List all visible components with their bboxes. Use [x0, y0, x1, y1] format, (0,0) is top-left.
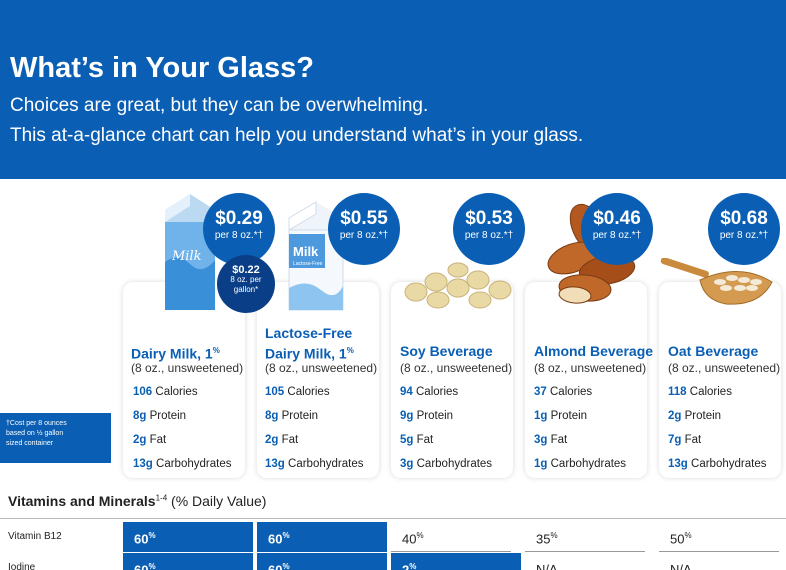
price-badge-dairy: $0.29 per 8 oz.*† — [203, 193, 275, 265]
vitamin-row-label: Iodine — [8, 562, 36, 570]
gallon-price-amount: $0.22 — [232, 264, 260, 276]
footnote-line-2: based on ½ gallon — [6, 430, 64, 437]
nutrient-protein: 8g Protein — [265, 410, 319, 422]
nutrient-calories: 37 Calories — [534, 386, 593, 398]
gallon-price-line1: 8 oz. per — [230, 275, 262, 284]
nutrient-calories: 94 Calories — [400, 386, 459, 398]
vitamin-row-label: Vitamin B12 — [8, 531, 62, 542]
price-amount: $0.68 — [720, 208, 768, 229]
product-name-almond: Almond Beverage — [534, 343, 654, 359]
oat-scoop-icon — [660, 258, 773, 305]
price-amount: $0.29 — [215, 208, 263, 229]
nutrient-carbs: 13g Carbohydrates — [133, 458, 232, 470]
nutrient-carbs: 13g Carbohydrates — [265, 458, 364, 470]
nutrient-fat: 3g Fat — [534, 434, 568, 446]
nutrient-protein: 9g Protein — [400, 410, 454, 422]
gallon-price-line2: gallon* — [233, 285, 259, 294]
vitamin-cell: 60% — [123, 522, 253, 552]
price-unit: per 8 oz.*† — [592, 230, 642, 241]
footnote-line-1: †Cost per 8 ounces — [6, 420, 67, 427]
vitamins-header: Vitamins and Minerals1-4 (% Daily Value) — [8, 493, 266, 509]
milk-carton-icon: Milk — [165, 194, 215, 310]
price-badge-gallon: $0.22 8 oz. per gallon* — [217, 255, 275, 313]
vitamin-cell: 60% — [123, 553, 253, 570]
vitamins-subtitle: (% Daily Value) — [171, 493, 267, 509]
price-unit: per 8 oz.*† — [719, 230, 769, 241]
nutrient-carbs: 1g Carbohydrates — [534, 458, 627, 470]
product-card-almond — [525, 282, 647, 478]
header-banner: What’s in Your Glass? Choices are great,… — [0, 0, 786, 179]
product-card-dairy — [123, 282, 245, 478]
nutrient-protein: 8g Protein — [133, 410, 187, 422]
cell-underline — [659, 551, 779, 552]
intro-line-2: This at-a-glance chart can help you unde… — [10, 125, 584, 146]
product-serving: (8 oz., unsweetened) — [534, 361, 647, 375]
carton-milk-text: Milk — [293, 244, 319, 259]
vitamin-cell: 35% — [536, 531, 558, 547]
price-badge-soy: $0.53 per 8 oz.*† — [453, 193, 525, 265]
product-serving: (8 oz., unsweetened) — [400, 361, 513, 375]
nutrient-fat: 2g Fat — [265, 434, 299, 446]
vitamins-title-sup: 1-4 — [155, 493, 168, 503]
footnote-line-3: sized container — [6, 440, 54, 447]
cost-footnote: †Cost per 8 ounces based on ½ gallon siz… — [0, 413, 111, 463]
product-name-dairy: Dairy Milk, 1% — [131, 345, 220, 362]
price-unit: per 8 oz.*† — [214, 230, 264, 241]
soybeans-icon — [404, 262, 512, 309]
vitamin-cell: 40% — [402, 531, 424, 547]
vitamin-cell: N/A — [670, 562, 692, 570]
nutrient-carbs: 13g Carbohydrates — [668, 458, 767, 470]
product-card-soy — [391, 282, 513, 478]
price-amount: $0.46 — [593, 208, 641, 229]
nutrient-calories: 106 Calories — [133, 386, 198, 398]
vitamins-title: Vitamins and Minerals — [8, 493, 156, 509]
intro-line-1: Choices are great, but they can be overw… — [10, 95, 429, 116]
price-badge-almond: $0.46 per 8 oz.*† — [581, 193, 653, 265]
vitamin-cell: 50% — [670, 531, 692, 547]
vitamin-cell: 60% — [257, 522, 387, 552]
product-name-lactose-free-line2: Dairy Milk, 1% — [265, 345, 354, 362]
section-divider — [0, 518, 786, 519]
product-card-oat — [659, 282, 781, 478]
product-name-oat: Oat Beverage — [668, 343, 759, 359]
lactose-free-carton-icon: Milk Lactose-Free — [288, 201, 344, 311]
nutrient-fat: 2g Fat — [133, 434, 167, 446]
product-serving: (8 oz., unsweetened) — [131, 361, 244, 375]
nutrient-fat: 7g Fat — [668, 434, 702, 446]
product-card-lactose-free — [257, 282, 379, 478]
product-name-lactose-free-line1: Lactose-Free — [265, 325, 353, 341]
price-unit: per 8 oz.*† — [339, 230, 389, 241]
product-name-soy: Soy Beverage — [400, 343, 493, 359]
price-badge-lactose-free: $0.55 per 8 oz.*† — [328, 193, 400, 265]
nutrient-carbs: 3g Carbohydrates — [400, 458, 493, 470]
page-title: What’s in Your Glass? — [10, 52, 315, 84]
price-amount: $0.55 — [340, 208, 388, 229]
nutrient-protein: 1g Protein — [534, 410, 588, 422]
nutrient-calories: 105 Calories — [265, 386, 330, 398]
nutrient-calories: 118 Calories — [668, 386, 732, 398]
product-serving: (8 oz., unsweetened) — [668, 361, 781, 375]
product-serving: (8 oz., unsweetened) — [265, 361, 378, 375]
price-amount: $0.53 — [465, 208, 513, 229]
carton-lactose-free-text: Lactose-Free — [293, 261, 323, 267]
nutrient-fat: 5g Fat — [400, 434, 434, 446]
carton-script-text: Milk — [171, 249, 202, 264]
vitamin-cell: N/A — [536, 562, 558, 570]
cell-underline — [391, 551, 511, 552]
nutrient-protein: 2g Protein — [668, 410, 722, 422]
price-badge-oat: $0.68 per 8 oz.*† — [708, 193, 780, 265]
price-unit: per 8 oz.*† — [464, 230, 514, 241]
vitamin-cell: 2% — [391, 553, 521, 570]
vitamin-cell: 60% — [257, 553, 387, 570]
cell-underline — [525, 551, 645, 552]
